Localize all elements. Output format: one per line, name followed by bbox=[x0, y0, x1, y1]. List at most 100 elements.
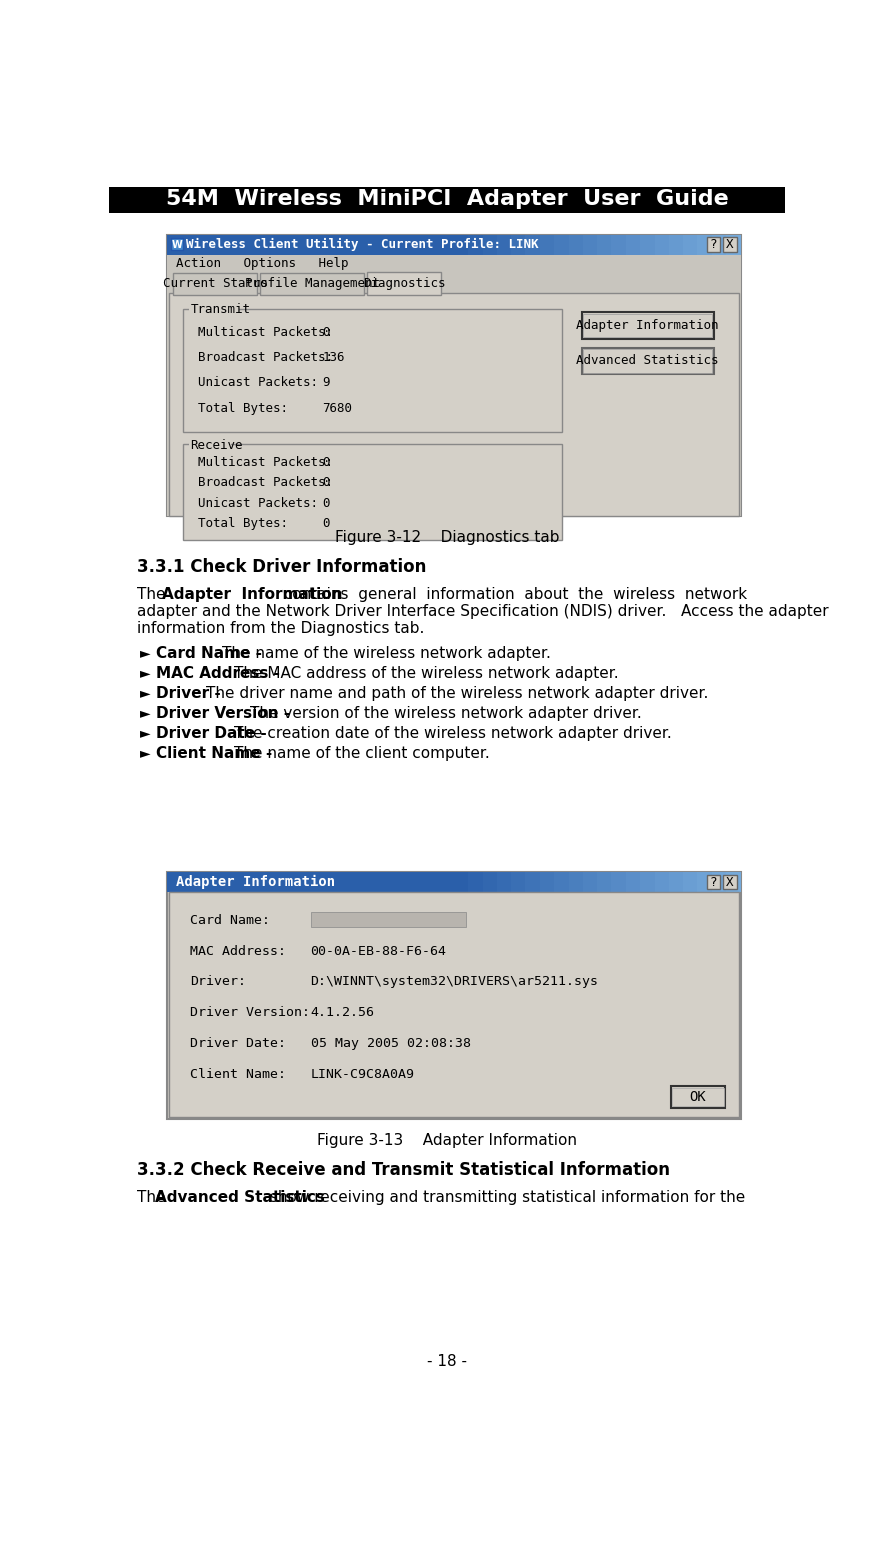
Bar bbox=[669, 872, 684, 893]
Bar bbox=[189, 439, 231, 450]
Text: Driver -: Driver - bbox=[155, 686, 226, 701]
Bar bbox=[712, 235, 726, 254]
Text: The MAC address of the wireless network adapter.: The MAC address of the wireless network … bbox=[234, 665, 618, 681]
Text: Driver Date -: Driver Date - bbox=[155, 726, 271, 742]
Bar bbox=[706, 237, 720, 252]
Bar bbox=[467, 235, 482, 254]
Bar bbox=[554, 235, 569, 254]
Text: 54M  Wireless  MiniPCI  Adapter  User  Guide: 54M Wireless MiniPCI Adapter User Guide bbox=[166, 189, 728, 209]
Text: 4.1.2.56: 4.1.2.56 bbox=[310, 1006, 374, 1019]
Text: Adapter Information: Adapter Information bbox=[576, 319, 719, 332]
Text: Client Name -: Client Name - bbox=[155, 746, 277, 760]
Text: Unicast Packets:: Unicast Packets: bbox=[198, 377, 318, 390]
Bar bbox=[669, 235, 684, 254]
Bar bbox=[684, 872, 698, 893]
Text: Advanced Statistics: Advanced Statistics bbox=[576, 355, 719, 368]
Text: ►: ► bbox=[140, 726, 151, 740]
Bar bbox=[582, 313, 713, 338]
Bar bbox=[583, 315, 712, 337]
Bar bbox=[684, 235, 698, 254]
Text: Adapter  Information: Adapter Information bbox=[162, 587, 343, 603]
Bar bbox=[167, 872, 740, 893]
Bar bbox=[171, 238, 183, 251]
Text: Card Name -: Card Name - bbox=[155, 647, 267, 661]
Bar bbox=[640, 235, 655, 254]
Bar bbox=[706, 874, 720, 890]
Text: Broadcast Packets:: Broadcast Packets: bbox=[198, 477, 333, 489]
Bar bbox=[554, 872, 569, 893]
Text: Diagnostics: Diagnostics bbox=[363, 277, 446, 290]
Bar bbox=[168, 893, 739, 1117]
Text: Client Name:: Client Name: bbox=[190, 1067, 286, 1081]
Bar bbox=[655, 235, 670, 254]
Bar bbox=[453, 872, 468, 893]
Bar bbox=[453, 235, 468, 254]
Text: Card Name:: Card Name: bbox=[190, 915, 270, 927]
Text: Multicast Packets:: Multicast Packets: bbox=[198, 326, 333, 338]
Text: Wireless Client Utility - Current Profile: LINK: Wireless Client Utility - Current Profil… bbox=[186, 238, 538, 251]
Bar bbox=[597, 872, 612, 893]
Text: The: The bbox=[137, 1190, 170, 1206]
Text: Figure 3-12    Diagnostics tab: Figure 3-12 Diagnostics tab bbox=[335, 530, 559, 545]
Text: Current Status: Current Status bbox=[163, 277, 268, 290]
Bar bbox=[525, 872, 540, 893]
Bar bbox=[582, 235, 597, 254]
Bar bbox=[726, 872, 740, 893]
Text: Driver:: Driver: bbox=[190, 975, 247, 988]
Bar bbox=[168, 293, 739, 516]
Text: X: X bbox=[726, 876, 733, 888]
Bar bbox=[569, 872, 583, 893]
Text: Profile Management: Profile Management bbox=[244, 277, 379, 290]
Text: Figure 3-13    Adapter Information: Figure 3-13 Adapter Information bbox=[317, 1133, 577, 1148]
Bar bbox=[496, 872, 511, 893]
Bar bbox=[167, 235, 740, 516]
Bar bbox=[310, 911, 466, 927]
Text: Multicast Packets:: Multicast Packets: bbox=[198, 456, 333, 469]
Bar bbox=[597, 235, 612, 254]
Text: 7680: 7680 bbox=[322, 402, 352, 414]
Text: MAC Address -: MAC Address - bbox=[155, 665, 285, 681]
Text: 0: 0 bbox=[322, 477, 330, 489]
Bar bbox=[723, 237, 737, 252]
Bar bbox=[511, 235, 526, 254]
Bar bbox=[482, 872, 497, 893]
Bar bbox=[109, 187, 785, 212]
Text: OK: OK bbox=[690, 1091, 706, 1105]
Bar bbox=[582, 347, 713, 374]
Text: Driver Date:: Driver Date: bbox=[190, 1038, 286, 1050]
Text: Total Bytes:: Total Bytes: bbox=[198, 517, 288, 530]
Text: The creation date of the wireless network adapter driver.: The creation date of the wireless networ… bbox=[234, 726, 671, 742]
Text: 136: 136 bbox=[322, 351, 344, 365]
Text: ►: ► bbox=[140, 746, 151, 760]
Bar bbox=[182, 308, 562, 432]
Text: Receive: Receive bbox=[190, 439, 243, 452]
Bar bbox=[640, 872, 655, 893]
Bar bbox=[582, 872, 597, 893]
Text: ►: ► bbox=[140, 665, 151, 679]
Text: ►: ► bbox=[140, 647, 151, 661]
Bar bbox=[182, 444, 562, 541]
Text: ?: ? bbox=[710, 876, 718, 888]
Bar bbox=[671, 1086, 726, 1108]
Text: ►: ► bbox=[140, 706, 151, 720]
Text: contains  general  information  about  the  wireless  network: contains general information about the w… bbox=[274, 587, 746, 603]
Bar bbox=[189, 304, 239, 315]
Text: ?: ? bbox=[710, 238, 718, 251]
Text: The driver name and path of the wireless network adapter driver.: The driver name and path of the wireless… bbox=[206, 686, 708, 701]
Bar bbox=[496, 235, 511, 254]
Bar bbox=[167, 254, 740, 271]
Bar bbox=[626, 235, 641, 254]
Text: W: W bbox=[172, 240, 182, 249]
Bar bbox=[167, 271, 740, 516]
Bar bbox=[467, 872, 482, 893]
Text: information from the Diagnostics tab.: information from the Diagnostics tab. bbox=[137, 622, 425, 636]
Text: ►: ► bbox=[140, 686, 151, 700]
Text: Adapter Information: Adapter Information bbox=[176, 876, 336, 890]
Bar bbox=[626, 872, 641, 893]
Text: Driver Version -: Driver Version - bbox=[155, 706, 295, 721]
Bar bbox=[174, 273, 257, 294]
Bar bbox=[367, 271, 441, 294]
Bar bbox=[698, 872, 712, 893]
Text: 0: 0 bbox=[322, 326, 330, 338]
Bar bbox=[167, 235, 740, 254]
